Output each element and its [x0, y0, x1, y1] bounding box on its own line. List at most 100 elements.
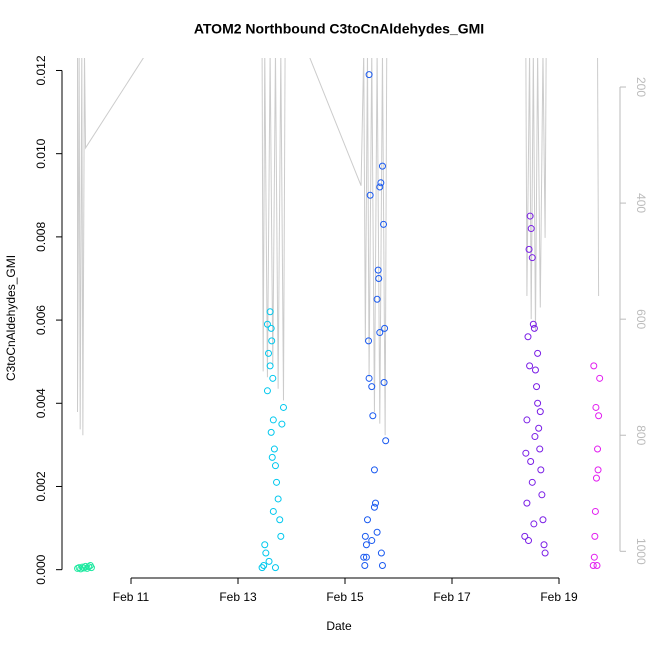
point — [269, 374, 277, 382]
x-tick-label: Feb 17 — [433, 590, 471, 604]
point — [523, 499, 531, 507]
point — [265, 349, 273, 357]
point — [380, 220, 388, 228]
point — [366, 191, 374, 199]
y-tick-label: 0.004 — [34, 388, 48, 418]
point — [368, 537, 376, 545]
point — [377, 549, 385, 557]
point — [370, 466, 378, 474]
point — [363, 516, 371, 524]
point — [595, 412, 603, 420]
point — [591, 532, 599, 540]
point — [523, 416, 531, 424]
y-axis-label: C3toCnAldehydes_GMI — [4, 255, 18, 381]
point — [361, 532, 369, 540]
point — [524, 333, 532, 341]
point — [266, 362, 274, 370]
plot-area — [74, 58, 604, 573]
point — [531, 433, 539, 441]
point — [268, 453, 276, 461]
point — [541, 549, 549, 557]
point — [365, 71, 373, 79]
point — [80, 564, 88, 572]
point — [376, 329, 384, 337]
point — [75, 564, 83, 572]
point — [525, 537, 533, 545]
point — [592, 474, 600, 482]
point — [278, 420, 286, 428]
point — [591, 507, 599, 515]
x-tick-label: Feb 15 — [326, 590, 364, 604]
point — [265, 557, 273, 565]
point — [369, 412, 377, 420]
point — [267, 428, 275, 436]
point — [372, 499, 380, 507]
point — [274, 495, 282, 503]
x-tick-label: Feb 19 — [540, 590, 578, 604]
point — [276, 516, 284, 524]
point — [378, 162, 386, 170]
y-tick-label: 0.000 — [34, 554, 48, 584]
point — [268, 337, 276, 345]
point — [592, 403, 600, 411]
point — [373, 528, 381, 536]
y2-tick-label: 200 — [634, 77, 648, 97]
point — [260, 562, 268, 570]
point — [262, 549, 270, 557]
point — [270, 445, 278, 453]
point — [382, 437, 390, 445]
point — [361, 562, 369, 570]
point — [365, 374, 373, 382]
y-tick-label: 0.008 — [34, 222, 48, 252]
point — [594, 445, 602, 453]
point — [271, 462, 279, 470]
point — [277, 532, 285, 540]
point — [378, 562, 386, 570]
y2-tick-label: 600 — [634, 309, 648, 329]
point — [261, 541, 269, 549]
point — [375, 274, 383, 282]
point — [377, 179, 385, 187]
point — [360, 553, 368, 561]
point — [536, 445, 544, 453]
x-tick-label: Feb 13 — [219, 590, 257, 604]
chart-title: ATOM2 Northbound C3toCnAldehydes_GMI — [194, 21, 484, 37]
point — [537, 466, 545, 474]
y-tick-label: 0.010 — [34, 138, 48, 168]
y2-tick-label: 400 — [634, 193, 648, 213]
point — [380, 378, 388, 386]
point — [269, 507, 277, 515]
point — [263, 387, 271, 395]
point — [590, 553, 598, 561]
x-axis-label: Date — [326, 619, 352, 633]
point — [368, 383, 376, 391]
point — [526, 212, 534, 220]
point — [376, 183, 384, 191]
point — [87, 564, 95, 572]
point — [533, 383, 541, 391]
point — [365, 337, 373, 345]
y-tick-label: 0.012 — [34, 55, 48, 85]
point — [526, 362, 534, 370]
point — [263, 320, 271, 328]
point — [279, 403, 287, 411]
point — [540, 541, 548, 549]
point — [594, 466, 602, 474]
point — [535, 424, 543, 432]
point — [258, 564, 266, 572]
point — [534, 399, 542, 407]
point — [362, 553, 370, 561]
point — [529, 320, 537, 328]
point — [593, 562, 601, 570]
point — [589, 562, 597, 570]
point — [530, 520, 538, 528]
x-tick-label: Feb 11 — [113, 590, 150, 604]
point — [539, 516, 547, 524]
point — [521, 532, 529, 540]
point — [538, 491, 546, 499]
point — [534, 349, 542, 357]
point — [525, 245, 533, 253]
point — [522, 449, 530, 457]
point — [362, 541, 370, 549]
